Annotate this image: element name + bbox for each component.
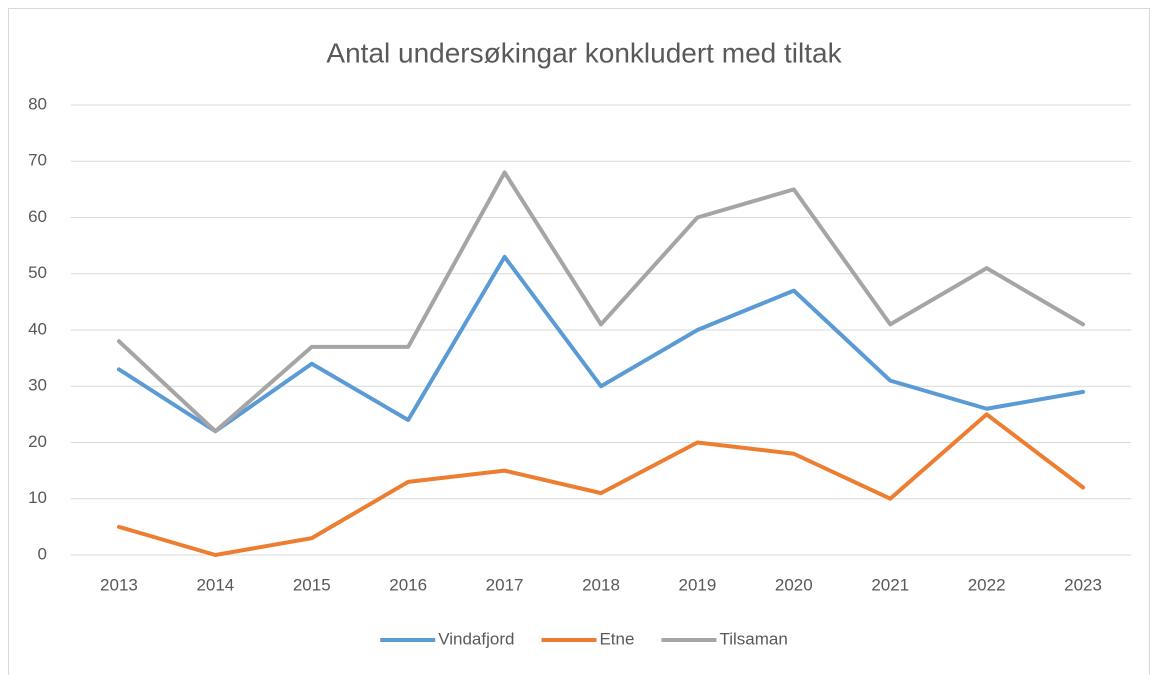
legend-label: Etne (599, 629, 634, 648)
y-tick-label: 10 (28, 488, 47, 507)
x-tick-label: 2021 (871, 575, 909, 594)
series-line (116, 254, 1086, 434)
y-tick-label: 60 (28, 207, 47, 226)
x-tick-label: 2018 (582, 575, 620, 594)
y-tick-label: 70 (28, 151, 47, 170)
y-tick-label: 0 (38, 544, 47, 563)
y-tick-label: 40 (28, 319, 47, 338)
x-tick-label: 2015 (293, 575, 331, 594)
y-tick-label: 50 (28, 263, 47, 282)
series-line (116, 170, 1086, 434)
x-tick-label: 2020 (775, 575, 813, 594)
x-tick-label: 2023 (1064, 575, 1102, 594)
x-tick-label: 2017 (486, 575, 524, 594)
x-tick-label: 2014 (196, 575, 234, 594)
chart-title: Antal undersøkingar konkludert med tilta… (326, 37, 842, 68)
x-tick-label: 2022 (968, 575, 1006, 594)
chart-border (8, 8, 1150, 675)
x-tick-label: 2019 (678, 575, 716, 594)
x-tick-label: 2016 (389, 575, 427, 594)
x-tick-label: 2013 (100, 575, 138, 594)
y-tick-label: 80 (28, 94, 47, 113)
legend-label: Tilsaman (719, 629, 787, 648)
legend-label: Vindafjord (438, 629, 514, 648)
series-line (116, 412, 1086, 557)
y-tick-label: 20 (28, 432, 47, 451)
y-tick-label: 30 (28, 376, 47, 395)
